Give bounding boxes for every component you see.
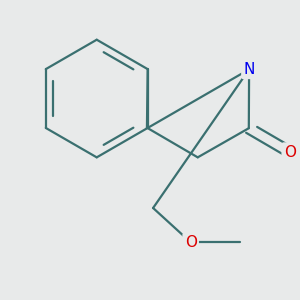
Text: N: N xyxy=(243,62,255,77)
Text: O: O xyxy=(284,145,296,160)
Text: O: O xyxy=(185,235,197,250)
